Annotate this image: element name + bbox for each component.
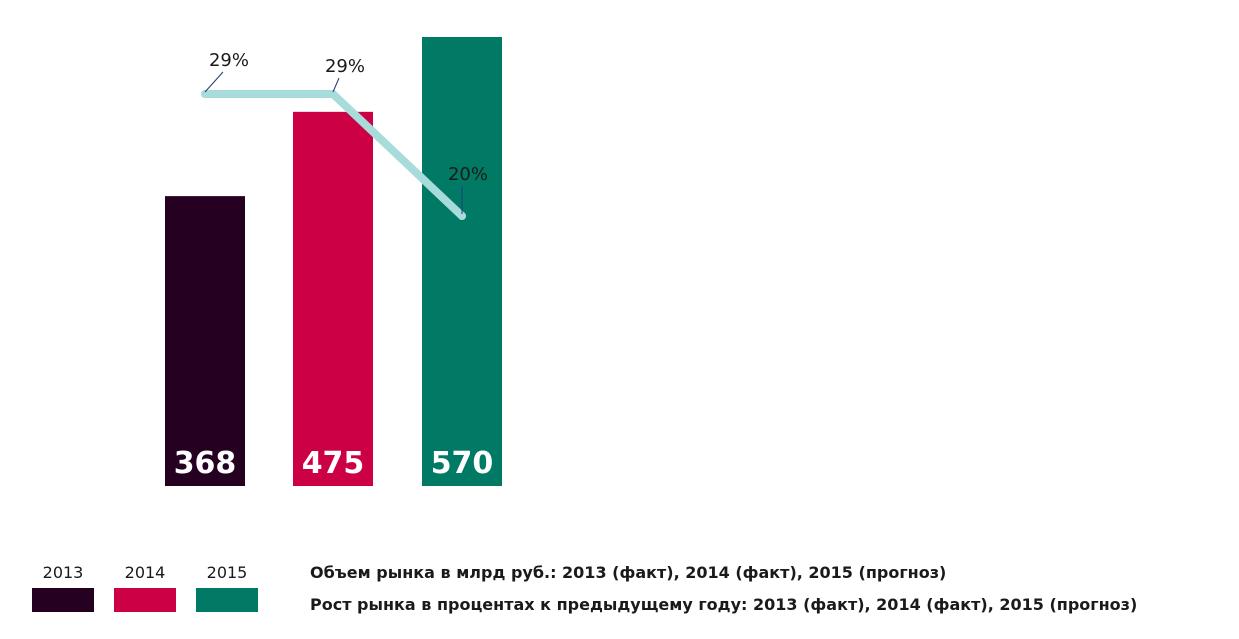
growth-point-2013 <box>201 90 209 98</box>
bar-2014 <box>293 111 373 486</box>
legend-swatch-2013 <box>32 588 94 612</box>
legend-swatch-2015 <box>196 588 258 612</box>
bar-value-labels-group: 368 475 570 <box>174 446 494 481</box>
growth-leader-2013 <box>204 71 224 93</box>
legend-label-2015: 2015 <box>207 563 248 582</box>
growth-label-2015: 20% <box>448 164 488 185</box>
bar-value-label-2013: 368 <box>174 446 237 481</box>
bar-2013 <box>165 196 245 486</box>
legend: 2013 2014 2015 <box>32 563 258 612</box>
bar-value-label-2014: 475 <box>302 446 365 481</box>
bar-2015 <box>422 37 502 486</box>
legend-label-2013: 2013 <box>43 563 84 582</box>
bars-group <box>165 37 502 486</box>
legend-label-2014: 2014 <box>125 563 166 582</box>
growth-leader-2014 <box>332 77 340 93</box>
growth-label-2013: 29% <box>209 50 249 71</box>
note-market-growth: Рост рынка в процентах к предыдущему год… <box>310 595 1137 614</box>
growth-label-2014: 29% <box>325 56 365 77</box>
growth-line-group: 29% 29% 20% <box>201 50 488 220</box>
note-market-volume: Объем рынка в млрд руб.: 2013 (факт), 20… <box>310 563 946 582</box>
chart-notes: Объем рынка в млрд руб.: 2013 (факт), 20… <box>310 563 1137 614</box>
growth-point-2015 <box>458 212 466 220</box>
bar-value-label-2015: 570 <box>431 446 494 481</box>
legend-swatch-2014 <box>114 588 176 612</box>
growth-point-2014 <box>329 90 337 98</box>
